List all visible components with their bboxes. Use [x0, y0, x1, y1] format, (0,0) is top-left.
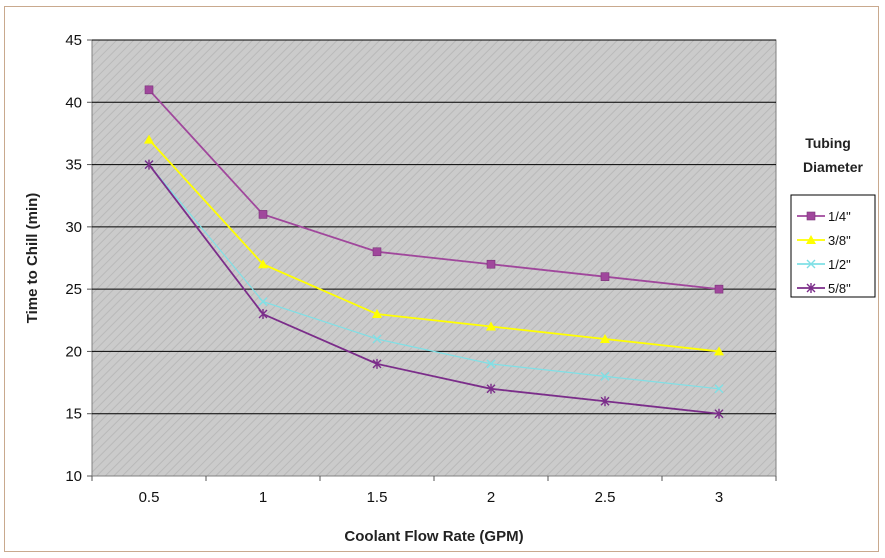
y-tick-label: 40 — [65, 94, 82, 111]
legend-item: 5/8" — [797, 281, 851, 296]
data-point — [806, 235, 816, 244]
series-4 — [144, 159, 724, 419]
gridlines — [92, 39, 776, 415]
legend-title-line2: Diameter — [803, 159, 863, 175]
data-point — [372, 334, 382, 344]
data-point — [258, 259, 268, 269]
legend: 1/4" 3/8" 1/2" 5/8" — [797, 209, 851, 296]
x-axis-ticks: 0.5 1 1.5 2 2.5 3 — [91, 476, 777, 506]
y-tick-label: 20 — [65, 343, 82, 360]
y-axis-title: Time to Chill (min) — [24, 193, 41, 324]
y-tick-label: 45 — [65, 32, 82, 49]
series-group — [144, 85, 724, 419]
legend-label: 5/8" — [828, 281, 851, 296]
x-tick-label: 3 — [715, 489, 723, 506]
data-point — [714, 408, 724, 419]
data-point — [144, 134, 154, 144]
data-point — [600, 371, 610, 381]
legend-title-line1: Tubing — [805, 135, 851, 151]
data-point — [714, 284, 724, 294]
x-axis-title: Coolant Flow Rate (GPM) — [344, 528, 523, 545]
series-line — [148, 164, 720, 415]
series-1 — [144, 85, 724, 294]
legend-box — [790, 194, 876, 298]
legend-label: 1/4" — [828, 209, 851, 224]
data-point — [144, 85, 154, 95]
data-point — [372, 358, 382, 369]
data-point — [372, 309, 382, 319]
data-point — [486, 259, 496, 269]
x-tick-label: 2 — [487, 489, 495, 506]
data-point — [258, 210, 268, 219]
x-tick-label: 2.5 — [595, 489, 616, 506]
data-point — [806, 283, 816, 293]
y-tick-label: 30 — [65, 219, 82, 236]
series-line — [148, 89, 720, 291]
y-axis-ticks: 10 15 20 25 30 35 40 45 — [65, 32, 92, 485]
y-tick-label: 25 — [65, 281, 82, 298]
legend-item: 3/8" — [797, 233, 851, 248]
legend-item: 1/2" — [797, 257, 851, 272]
series-line — [148, 164, 720, 390]
data-point — [486, 359, 496, 369]
legend-label: 1/2" — [828, 257, 851, 272]
y-tick-label: 10 — [65, 468, 82, 485]
legend-label: 3/8" — [828, 233, 851, 248]
data-point — [714, 346, 724, 356]
legend-item: 1/4" — [797, 209, 851, 224]
line-chart: 10 15 20 25 30 35 40 45 0.5 1 1.5 2 2.5 3 Coolant Fl… — [24, 32, 876, 545]
data-point — [806, 259, 816, 269]
data-point — [258, 297, 268, 307]
x-tick-label: 1.5 — [367, 489, 388, 506]
data-point — [600, 333, 610, 343]
series-2 — [144, 134, 724, 356]
data-point — [600, 396, 610, 407]
data-point — [258, 309, 268, 320]
data-point — [600, 272, 610, 281]
data-point — [486, 383, 496, 394]
chart-frame: 10 15 20 25 30 35 40 45 0.5 1 1.5 2 2.5 3 Coolant Fl… — [4, 6, 879, 552]
y-tick-label: 15 — [65, 406, 82, 423]
data-point — [714, 384, 724, 394]
series-line — [148, 139, 720, 353]
data-point — [486, 321, 496, 331]
x-tick-label: 0.5 — [139, 489, 160, 506]
y-tick-label: 35 — [65, 157, 82, 174]
data-point — [806, 211, 816, 221]
data-point — [372, 247, 382, 257]
data-point — [144, 159, 154, 170]
x-tick-label: 1 — [259, 489, 267, 506]
